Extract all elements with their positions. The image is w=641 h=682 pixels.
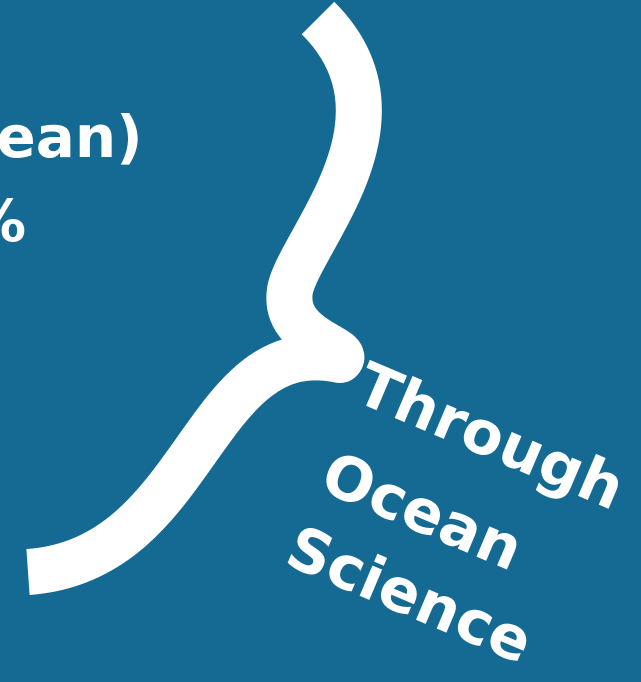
cropped-percent-line: % — [0, 192, 26, 250]
brace-shape — [25, 1, 382, 595]
cropped-heading-line: cean) — [0, 103, 143, 171]
